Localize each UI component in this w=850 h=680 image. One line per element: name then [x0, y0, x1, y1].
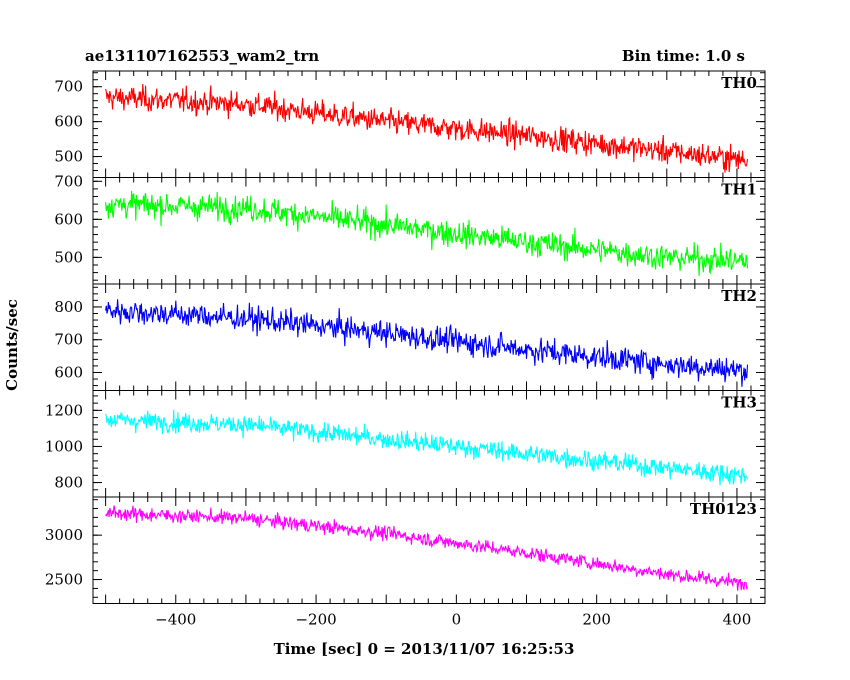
x-tick-label: 200 [582, 611, 611, 629]
y-axis-label: Counts/sec [3, 299, 21, 391]
y-tick-label: 700 [54, 172, 83, 190]
y-tick-label: 600 [54, 363, 83, 381]
y-tick-label: 1000 [45, 437, 83, 455]
panel-frame-th1 [92, 177, 766, 285]
y-tick-label: 700 [54, 331, 83, 349]
series-th1 [105, 190, 749, 276]
y-tick-label: 1200 [45, 401, 83, 419]
panel-frame-th0123 [92, 496, 766, 604]
x-axis-label: Time [sec] 0 = 2013/11/07 16:25:53 [274, 640, 575, 658]
x-tick-label: −400 [155, 611, 196, 629]
y-tick-label: 800 [54, 474, 83, 492]
y-tick-label: 600 [54, 113, 83, 131]
y-tick-label: 700 [54, 78, 83, 96]
header-bin-time: Bin time: 1.0 s [622, 47, 745, 65]
x-tick-label: −200 [295, 611, 336, 629]
panel-frame-th3 [92, 390, 766, 498]
panel-label-th0123: TH0123 [690, 500, 757, 518]
y-tick-label: 600 [54, 210, 83, 228]
header-observation-id: ae131107162553_wam2_trn [85, 47, 319, 65]
y-tick-label: 2500 [45, 571, 83, 589]
panel-label-th0: TH0 [721, 74, 757, 92]
series-th0123 [105, 505, 749, 591]
panel-label-th2: TH2 [721, 287, 757, 305]
series-th3 [105, 409, 749, 486]
y-tick-label: 3000 [45, 526, 83, 544]
panel-label-th3: TH3 [721, 394, 757, 412]
x-tick-label: 0 [452, 611, 462, 629]
y-tick-label: 500 [54, 148, 83, 166]
y-tick-label: 500 [54, 248, 83, 266]
x-tick-label: 400 [723, 611, 752, 629]
series-th0 [105, 84, 749, 173]
panels-group: TH0 500 600 700 TH1 500 600 700 TH2 600 700 800 TH3 8… [45, 70, 766, 629]
panel-label-th1: TH1 [721, 181, 757, 199]
y-tick-label: 800 [54, 298, 83, 316]
series-th2 [105, 299, 749, 387]
